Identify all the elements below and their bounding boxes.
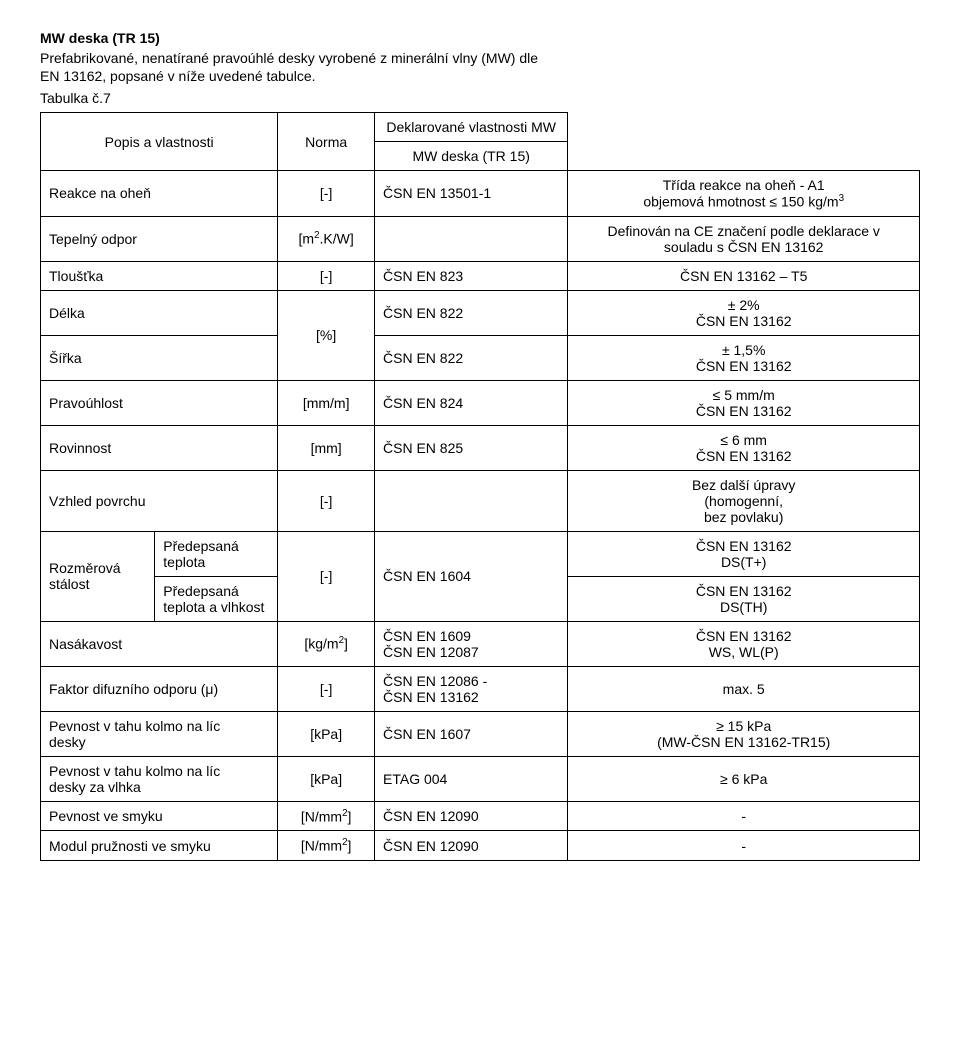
row-reakce-norm: ČSN EN 13501-1 — [375, 171, 568, 217]
subtitle-line-1: Prefabrikované, nenatírané pravoúhlé des… — [40, 50, 920, 66]
row-rozmer-unit: [-] — [278, 531, 375, 621]
row-rozmer-val1: ČSN EN 13162 DS(T+) — [568, 531, 920, 576]
header-norma: Norma — [278, 113, 375, 171]
row-rovinnost-norm: ČSN EN 825 — [375, 425, 568, 470]
properties-table: Popis a vlastnosti Norma Deklarované vla… — [40, 112, 920, 861]
row-delka-sirka-unit: [%] — [278, 290, 375, 380]
row-nasak-name: Nasákavost — [41, 621, 278, 666]
row-pevnost-lic-unit: [kPa] — [278, 711, 375, 756]
row-modul-unit: [N/mm2] — [278, 831, 375, 861]
row-faktor-name: Faktor difuzního odporu (μ) — [41, 666, 278, 711]
row-pravouhlost-unit: [mm/m] — [278, 380, 375, 425]
row-rozmer-sub2: Předepsaná teplota a vlhkost — [155, 576, 278, 621]
row-tloustka-unit: [-] — [278, 261, 375, 290]
row-faktor-norm: ČSN EN 12086 - ČSN EN 13162 — [375, 666, 568, 711]
row-pevnost-smyk-val: - — [568, 801, 920, 831]
row-pravouhlost-name: Pravoúhlost — [41, 380, 278, 425]
row-rovinnost-name: Rovinnost — [41, 425, 278, 470]
row-nasak-unit: [kg/m2] — [278, 621, 375, 666]
header-popis: Popis a vlastnosti — [41, 113, 278, 171]
row-vzhled-name: Vzhled povrchu — [41, 470, 278, 531]
row-reakce-val: Třída reakce na oheň - A1 objemová hmotn… — [568, 171, 920, 217]
row-tepelny-unit: [m2.K/W] — [278, 216, 375, 261]
row-tepelny-norm — [375, 216, 568, 261]
row-tloustka-val: ČSN EN 13162 – T5 — [568, 261, 920, 290]
row-rozmer-norm: ČSN EN 1604 — [375, 531, 568, 621]
row-delka-norm: ČSN EN 822 — [375, 290, 568, 335]
row-tepelny-val: Definován na CE značení podle deklarace … — [568, 216, 920, 261]
row-tepelny-name: Tepelný odpor — [41, 216, 278, 261]
row-pevnost-lic-name: Pevnost v tahu kolmo na líc desky — [41, 711, 278, 756]
row-reakce-name: Reakce na oheň — [41, 171, 278, 217]
row-rovinnost-val: ≤ 6 mm ČSN EN 13162 — [568, 425, 920, 470]
row-pevnost-smyk-unit: [N/mm2] — [278, 801, 375, 831]
row-faktor-val: max. 5 — [568, 666, 920, 711]
row-vzhled-val: Bez další úpravy (homogenní, bez povlaku… — [568, 470, 920, 531]
row-pevnost-vlhka-norm: ETAG 004 — [375, 756, 568, 801]
row-modul-name: Modul pružnosti ve smyku — [41, 831, 278, 861]
row-pevnost-vlhka-unit: [kPa] — [278, 756, 375, 801]
row-pevnost-vlhka-name: Pevnost v tahu kolmo na líc desky za vlh… — [41, 756, 278, 801]
row-sirka-norm: ČSN EN 822 — [375, 335, 568, 380]
row-pravouhlost-val: ≤ 5 mm/m ČSN EN 13162 — [568, 380, 920, 425]
row-pevnost-lic-norm: ČSN EN 1607 — [375, 711, 568, 756]
row-tloustka-name: Tloušťka — [41, 261, 278, 290]
row-reakce-unit: [-] — [278, 171, 375, 217]
page-title: MW deska (TR 15) — [40, 30, 920, 46]
row-vzhled-norm — [375, 470, 568, 531]
row-rovinnost-unit: [mm] — [278, 425, 375, 470]
row-pevnost-lic-val: ≥ 15 kPa (MW-ČSN EN 13162-TR15) — [568, 711, 920, 756]
row-pevnost-vlhka-val: ≥ 6 kPa — [568, 756, 920, 801]
row-vzhled-unit: [-] — [278, 470, 375, 531]
row-pravouhlost-norm: ČSN EN 824 — [375, 380, 568, 425]
row-modul-val: - — [568, 831, 920, 861]
subtitle-line-2: EN 13162, popsané v níže uvedené tabulce… — [40, 68, 920, 84]
row-rozmer-name: Rozměrová stálost — [41, 531, 155, 621]
header-dekl-sub: MW deska (TR 15) — [375, 142, 568, 171]
header-dekl-top: Deklarované vlastnosti MW — [375, 113, 568, 142]
row-nasak-norm: ČSN EN 1609 ČSN EN 12087 — [375, 621, 568, 666]
row-pevnost-smyk-norm: ČSN EN 12090 — [375, 801, 568, 831]
row-sirka-val: ± 1,5% ČSN EN 13162 — [568, 335, 920, 380]
row-modul-norm: ČSN EN 12090 — [375, 831, 568, 861]
row-rozmer-val2: ČSN EN 13162 DS(TH) — [568, 576, 920, 621]
row-tloustka-norm: ČSN EN 823 — [375, 261, 568, 290]
row-pevnost-smyk-name: Pevnost ve smyku — [41, 801, 278, 831]
row-delka-name: Délka — [41, 290, 278, 335]
row-sirka-name: Šířka — [41, 335, 278, 380]
table-caption: Tabulka č.7 — [40, 90, 920, 106]
row-rozmer-sub1: Předepsaná teplota — [155, 531, 278, 576]
row-delka-val: ± 2% ČSN EN 13162 — [568, 290, 920, 335]
row-faktor-unit: [-] — [278, 666, 375, 711]
row-nasak-val: ČSN EN 13162 WS, WL(P) — [568, 621, 920, 666]
